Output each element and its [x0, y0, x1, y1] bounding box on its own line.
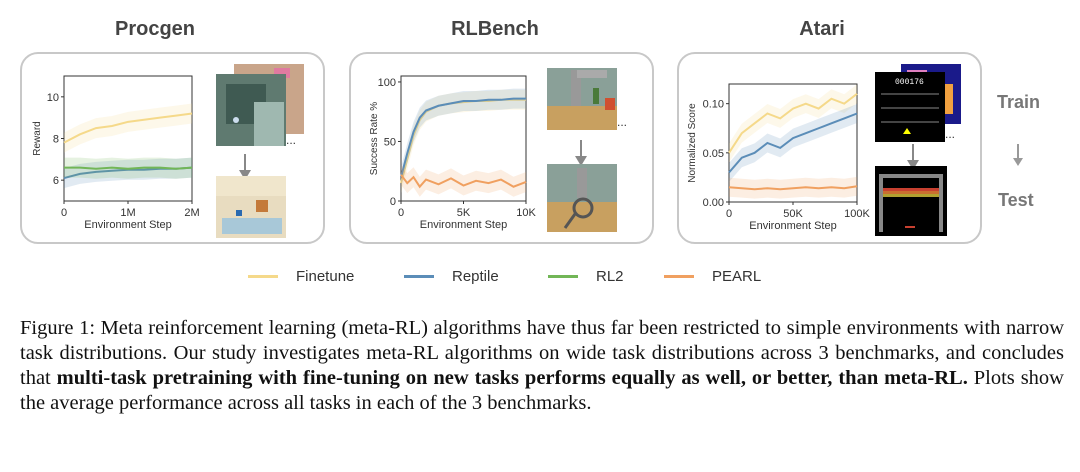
rlbench-chart: 0 50 100 0 5K 10K Environment Step Success Rate…	[369, 75, 536, 231]
procgen-xtick-label: 1M	[120, 207, 135, 219]
rlbench-ytick-label: 50	[384, 136, 396, 148]
procgen-chart: 6 8 10 0 1M 2M Environment Step Reward	[32, 75, 200, 231]
legend-swatch-pearl	[664, 275, 694, 278]
procgen-line-finetune	[63, 112, 193, 144]
procgen-train-thumbnail: ...	[216, 64, 304, 147]
atari-xtick-label: 100K	[844, 208, 870, 220]
chart-legend: Finetune Reptile RL2 PEARL	[0, 268, 1080, 288]
procgen-line-rl2	[64, 166, 193, 170]
atari-train-thumbnail: 000176 ...	[875, 64, 961, 142]
rlbench-xtick-label: 5K	[457, 207, 471, 219]
rlbench-ytick-label: 100	[378, 77, 396, 89]
procgen-ytick-label: 10	[47, 92, 59, 104]
atari-y-axis-label: Normalized Score	[687, 103, 698, 183]
procgen-xtick-label: 2M	[184, 207, 199, 219]
legend-label-reptile: Reptile	[452, 268, 499, 285]
atari-ytick-label: 0.05	[703, 148, 724, 160]
atari-title: Atari	[799, 18, 845, 40]
svg-text:...: ...	[286, 133, 296, 147]
procgen-x-axis-label: Environment Step	[84, 219, 171, 231]
rlbench-train-thumbnail: ...	[547, 68, 627, 130]
procgen-y-axis-label: Reward	[32, 121, 43, 155]
rlbench-panel: 0 50 100 0 5K 10K Environment Step Success Rate…	[349, 52, 654, 244]
rlbench-x-axis-label: Environment Step	[420, 219, 507, 231]
rlbench-title: RLBench	[451, 18, 539, 40]
rlbench-band-reptile	[401, 88, 526, 188]
caption-text-end: Plots show the average performance acros…	[20, 367, 1064, 414]
legend-item-rl2: RL2	[548, 268, 624, 285]
legend-swatch-rl2	[548, 275, 578, 278]
atari-x-axis-label: Environment Step	[749, 220, 836, 232]
atari-xtick-label: 0	[726, 208, 732, 220]
rlbench-test-thumbnail	[547, 164, 617, 232]
legend-swatch-finetune	[248, 275, 278, 278]
atari-panel: 0.00 0.05 0.10 0 50K 100K Environment Step Norm…	[677, 52, 982, 244]
svg-text:...: ...	[617, 115, 627, 129]
procgen-arrow-icon	[239, 154, 251, 180]
procgen-xtick-label: 0	[61, 207, 67, 219]
legend-label-finetune: Finetune	[296, 268, 355, 285]
atari-line-pearl	[728, 185, 858, 191]
rlbench-line-pearl	[400, 174, 527, 189]
atari-arrow-icon	[907, 144, 919, 170]
atari-game-score: 000176	[895, 78, 924, 87]
train-label: Train	[997, 92, 1041, 112]
legend-item-pearl: PEARL	[664, 268, 761, 285]
legend-label-pearl: PEARL	[712, 268, 762, 285]
legend-swatch-reptile	[404, 275, 434, 278]
test-label: Test	[998, 190, 1034, 210]
rlbench-y-axis-label: Success Rate %	[369, 102, 380, 175]
caption-text-start: Figure 1: Meta reinforcement learning (m…	[20, 317, 1064, 389]
atari-ytick-label: 0.00	[703, 197, 724, 209]
atari-ytick-label: 0.10	[703, 99, 724, 111]
procgen-band-reptile	[64, 157, 192, 189]
rlbench-xtick-label: 10K	[516, 207, 536, 219]
legend-item-finetune: Finetune	[248, 268, 354, 285]
legend-item-reptile: Reptile	[404, 268, 499, 285]
train-test-arrow-icon	[1013, 144, 1023, 166]
procgen-band-finetune	[64, 103, 192, 153]
rlbench-band-pearl	[401, 164, 526, 197]
rlbench-ytick-label: 0	[390, 196, 396, 208]
rlbench-line-reptile	[400, 97, 526, 178]
procgen-ytick-label: 8	[53, 134, 59, 146]
procgen-test-thumbnail	[216, 176, 286, 238]
atari-line-reptile	[728, 112, 858, 174]
caption-bold-finding: multi-task pretraining with fine-tuning …	[56, 367, 968, 389]
rlbench-xtick-label: 0	[398, 207, 404, 219]
atari-xtick-label: 50K	[783, 208, 803, 220]
procgen-ytick-label: 6	[53, 175, 59, 187]
rlbench-arrow-icon	[575, 140, 587, 166]
atari-test-thumbnail	[875, 166, 947, 236]
rlbench-band-finetune	[401, 89, 526, 194]
atari-line-finetune	[728, 93, 858, 154]
svg-text:...: ...	[945, 127, 955, 141]
legend-label-rl2: RL2	[596, 268, 624, 285]
procgen-title: Procgen	[114, 18, 196, 40]
atari-chart: 0.00 0.05 0.10 0 50K 100K Environment Step Norm…	[687, 83, 871, 232]
atari-band-reptile	[729, 104, 857, 182]
procgen-panel: 6 8 10 0 1M 2M Environment Step Reward ...	[20, 52, 325, 244]
figure-caption: Figure 1: Meta reinforcement learning (m…	[20, 316, 1064, 416]
